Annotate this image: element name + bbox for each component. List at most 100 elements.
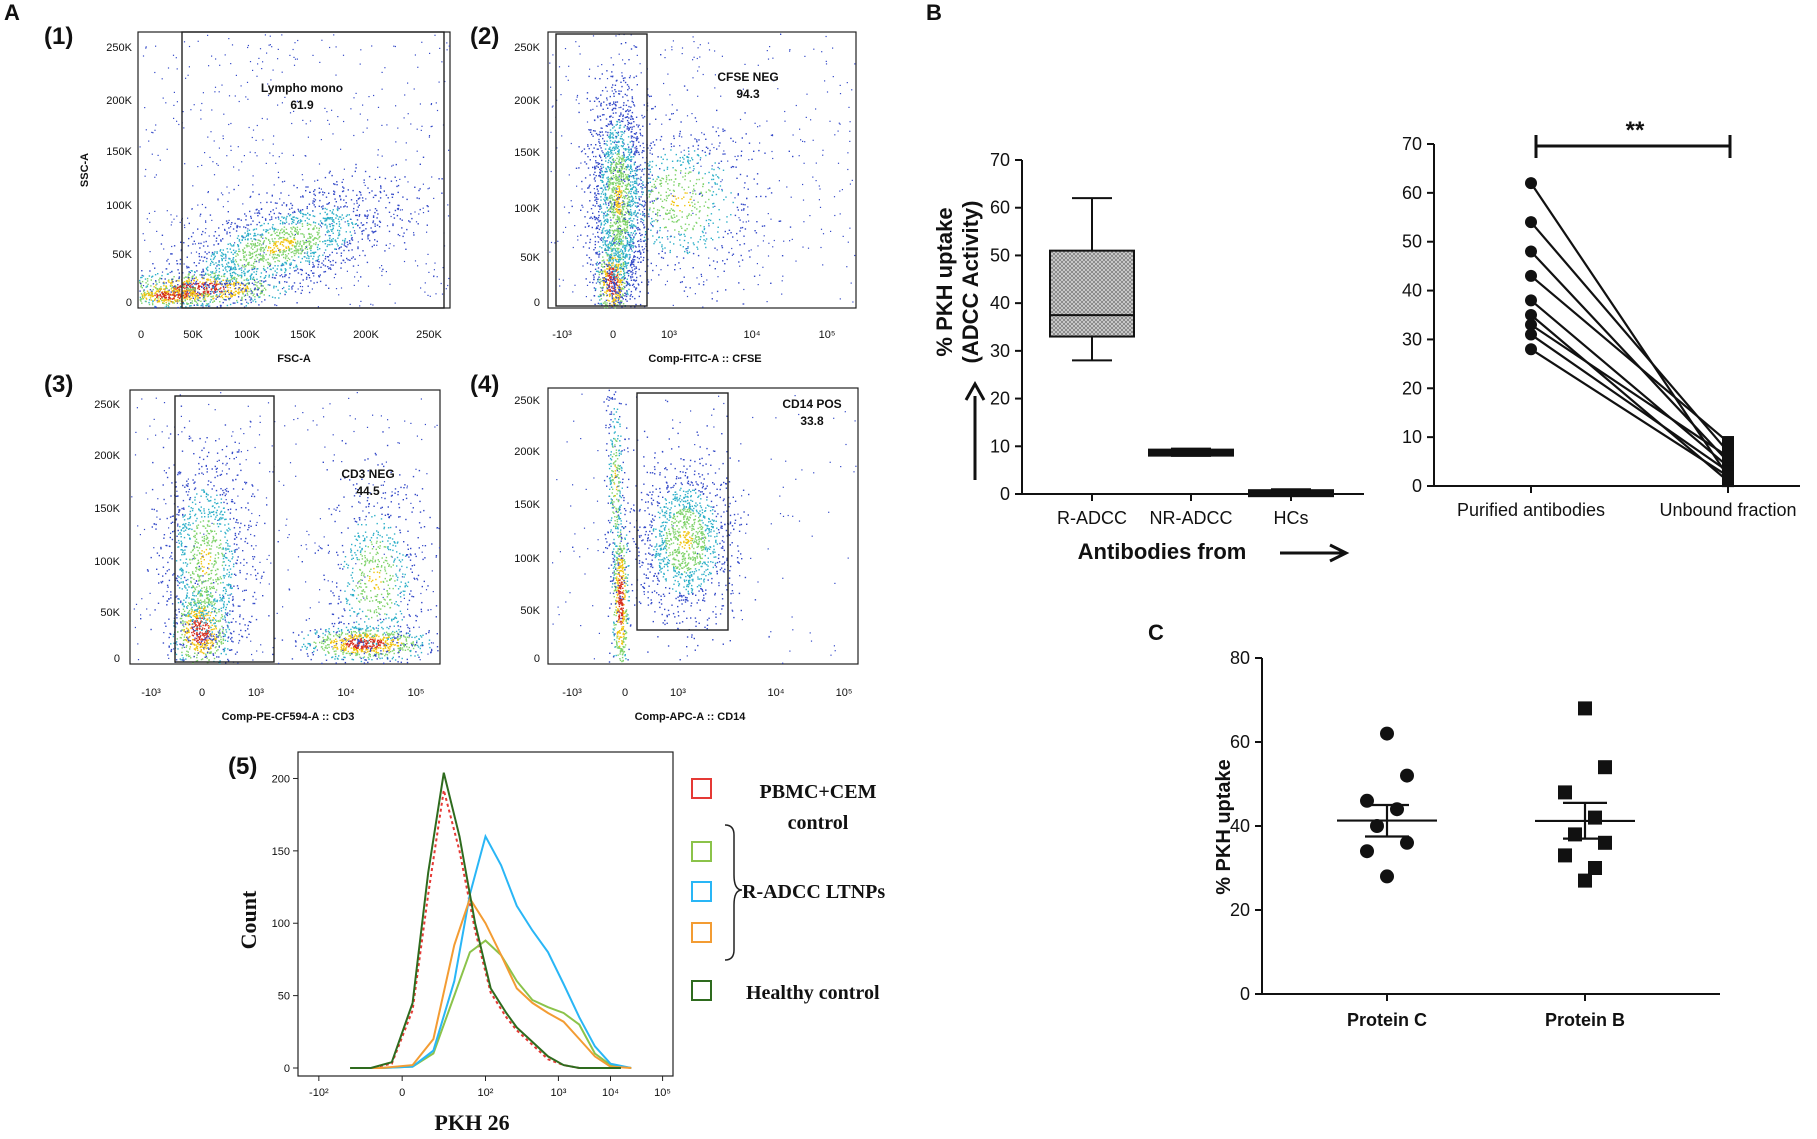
density-dot <box>286 281 288 283</box>
density-dot <box>638 198 640 200</box>
density-dot <box>620 112 622 114</box>
density-dot <box>388 247 390 249</box>
density-dot <box>613 221 615 224</box>
density-dot <box>618 238 621 240</box>
density-dot <box>280 192 282 194</box>
density-dot <box>636 219 639 221</box>
density-dot <box>635 75 638 77</box>
density-dot <box>192 291 194 294</box>
density-dot <box>601 163 603 166</box>
density-dot <box>606 231 608 233</box>
density-dot <box>611 149 613 151</box>
density-dot <box>293 245 296 247</box>
density-dot <box>596 218 598 220</box>
density-dot <box>358 204 360 206</box>
density-dot <box>152 263 154 265</box>
density-dot <box>424 291 426 293</box>
density-dot <box>213 278 216 280</box>
density-dot <box>245 283 248 285</box>
density-dot <box>604 200 607 202</box>
density-dot <box>186 291 188 293</box>
density-dot <box>286 247 288 249</box>
density-dot <box>335 46 337 48</box>
density-dot <box>309 236 312 239</box>
density-dot <box>275 245 277 248</box>
density-dot <box>219 281 221 283</box>
flow1-density <box>139 34 450 309</box>
density-dot <box>337 245 339 247</box>
density-dot <box>217 164 219 166</box>
density-dot <box>238 250 240 253</box>
density-dot <box>604 269 606 271</box>
density-dot <box>232 253 234 255</box>
density-dot <box>611 229 613 232</box>
density-dot <box>186 283 188 285</box>
density-dot <box>195 296 197 298</box>
density-dot <box>178 277 180 279</box>
density-dot <box>310 233 312 235</box>
density-dot <box>212 291 214 293</box>
density-dot <box>619 205 621 207</box>
density-dot <box>353 230 356 232</box>
density-dot <box>282 276 284 278</box>
density-dot <box>624 222 627 224</box>
density-dot <box>621 75 623 77</box>
density-dot <box>300 245 303 247</box>
density-dot <box>294 211 296 213</box>
density-dot <box>168 290 170 293</box>
density-dot <box>264 218 267 220</box>
density-dot <box>234 266 236 268</box>
density-dot <box>631 130 633 133</box>
density-dot <box>197 166 199 168</box>
density-dot <box>602 244 605 246</box>
density-dot <box>204 272 207 275</box>
density-dot <box>617 191 620 193</box>
density-dot <box>611 224 614 227</box>
density-dot <box>193 304 195 306</box>
density-dot <box>179 285 181 287</box>
density-dot <box>620 270 622 273</box>
density-dot <box>597 267 600 269</box>
density-dot <box>214 272 216 275</box>
density-dot <box>595 217 597 219</box>
density-dot <box>614 248 616 250</box>
density-dot <box>622 118 624 120</box>
density-dot <box>621 201 623 204</box>
density-dot <box>314 222 317 224</box>
density-dot <box>271 276 274 279</box>
density-dot <box>609 115 611 118</box>
density-dot <box>331 224 334 227</box>
density-dot <box>616 284 618 286</box>
density-dot <box>178 123 180 126</box>
density-dot <box>620 177 622 180</box>
density-dot <box>316 246 319 248</box>
density-dot <box>351 222 353 224</box>
density-dot <box>603 227 605 229</box>
density-dot <box>283 256 285 259</box>
density-dot <box>656 232 658 234</box>
density-dot <box>282 223 284 225</box>
density-dot <box>189 298 191 300</box>
density-dot <box>329 244 331 246</box>
density-dot <box>609 120 611 123</box>
density-dot <box>261 224 263 227</box>
density-dot <box>634 256 636 258</box>
density-dot <box>178 286 181 288</box>
density-dot <box>203 288 205 291</box>
density-dot <box>253 288 256 290</box>
density-dot <box>632 258 634 260</box>
density-dot <box>167 292 170 295</box>
density-dot <box>395 141 397 143</box>
density-dot <box>317 256 319 258</box>
density-dot <box>614 239 616 242</box>
density-dot <box>608 286 610 288</box>
density-dot <box>626 158 629 161</box>
density-dot <box>581 180 583 183</box>
density-dot <box>637 261 639 263</box>
density-dot <box>386 225 389 227</box>
density-dot <box>341 243 343 245</box>
density-dot <box>610 207 613 209</box>
density-dot <box>213 297 215 299</box>
density-dot <box>617 132 619 135</box>
density-dot <box>140 300 142 302</box>
